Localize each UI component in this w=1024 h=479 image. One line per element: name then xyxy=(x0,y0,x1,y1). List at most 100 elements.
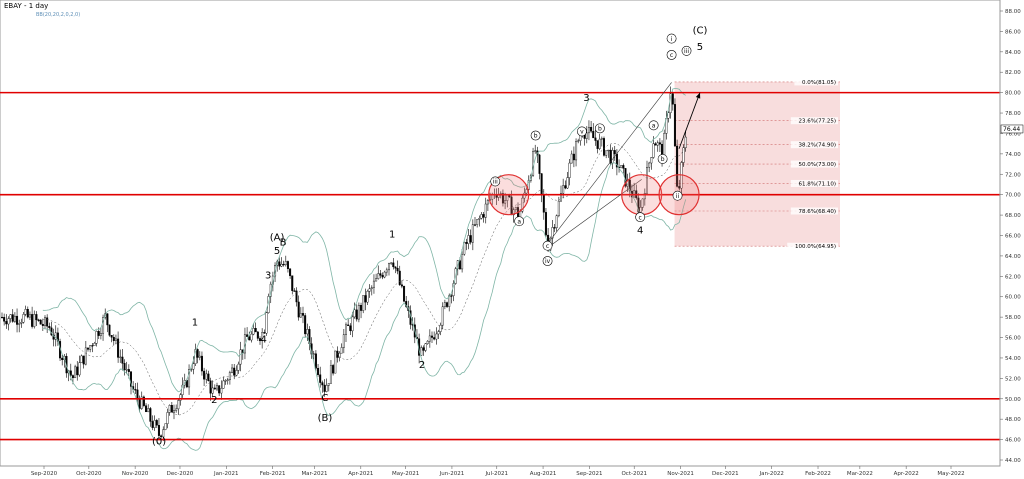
x-tick-label: Nov-2021 xyxy=(667,471,694,477)
bollinger-upper xyxy=(42,88,686,393)
candle-body xyxy=(106,313,109,326)
candle-body xyxy=(637,197,640,213)
channel-lower-line xyxy=(547,179,642,248)
x-tick-label: Aug-2021 xyxy=(530,471,557,477)
candle-body xyxy=(69,370,72,376)
y-tick-label: 44.00 xyxy=(1005,458,1021,464)
candle-body xyxy=(463,241,466,255)
candle-body xyxy=(31,314,34,327)
candle-body xyxy=(570,153,573,164)
candle-body xyxy=(639,207,642,213)
candle-body xyxy=(117,338,120,358)
candle-body xyxy=(654,143,657,146)
fib-label-bg xyxy=(790,207,838,215)
candle-body xyxy=(44,317,47,326)
candle-body xyxy=(426,340,429,344)
candle-body xyxy=(291,275,294,291)
candle-body xyxy=(306,329,309,335)
plot-frame xyxy=(0,0,1001,467)
candle-body xyxy=(231,367,234,373)
candle-body xyxy=(424,343,427,351)
candle-body xyxy=(218,385,221,394)
candle-body xyxy=(140,396,143,409)
candle-body xyxy=(600,138,603,140)
candle-body xyxy=(540,173,543,196)
candle-body xyxy=(181,384,184,395)
fib-label-bg xyxy=(790,179,838,187)
x-tick-label: Oct-2020 xyxy=(76,471,102,477)
fib-label: 50.0%(73.00) xyxy=(798,162,836,168)
candle-body xyxy=(194,349,197,364)
candle-body xyxy=(450,295,453,297)
x-tick-label: Mar-2021 xyxy=(301,471,327,477)
candle-body xyxy=(355,309,358,320)
candle-body xyxy=(514,207,517,210)
candle-body xyxy=(254,328,257,333)
circled-wave-marker xyxy=(594,123,605,134)
candle-body xyxy=(151,421,154,428)
circled-wave-label: iv xyxy=(545,258,551,265)
candle-body xyxy=(41,323,44,326)
candle-body xyxy=(224,380,227,382)
y-tick-label: 46.00 xyxy=(1005,438,1021,444)
candle-body xyxy=(671,93,674,105)
candle-body xyxy=(256,331,259,339)
wave-label: (B) xyxy=(318,413,333,424)
y-tick-label: 82.00 xyxy=(1005,70,1021,76)
candle-body xyxy=(345,324,348,335)
candle-body xyxy=(252,328,255,335)
y-tick-label: 60.00 xyxy=(1005,295,1021,301)
candle-body xyxy=(295,290,298,303)
candle-body xyxy=(684,136,687,148)
candle-body xyxy=(142,396,145,406)
wave-label: 2 xyxy=(419,360,425,371)
candle-body xyxy=(215,385,218,390)
candle-body xyxy=(203,370,206,380)
y-tick-label: 66.00 xyxy=(1005,234,1021,240)
fib-label: 23.6%(77.25) xyxy=(798,119,836,125)
candle-body xyxy=(261,332,264,342)
candle-body xyxy=(329,365,332,384)
candle-body xyxy=(458,260,461,270)
x-tick-label: Nov-2020 xyxy=(122,471,149,477)
candle-body xyxy=(160,435,163,438)
fib-label: 100.0%(64.95) xyxy=(795,244,836,250)
candle-body xyxy=(170,405,173,413)
candle-body xyxy=(441,306,444,326)
fib-label: 78.6%(68.40) xyxy=(798,209,836,215)
y-tick-label: 80.00 xyxy=(1005,91,1021,97)
y-tick-label: 76.00 xyxy=(1005,131,1021,137)
circled-wave-marker xyxy=(577,126,587,137)
candle-body xyxy=(172,410,175,413)
candle-body xyxy=(250,333,253,341)
fib-label: 61.8%(71.10) xyxy=(798,181,836,187)
candle-body xyxy=(213,387,216,390)
candle-body xyxy=(263,332,266,334)
circled-wave-label: a xyxy=(517,218,521,225)
y-tick-label: 68.00 xyxy=(1005,213,1021,219)
circled-wave-label: i xyxy=(671,36,673,43)
channel-upper-line xyxy=(547,82,672,244)
candle-body xyxy=(71,375,74,379)
candle-body xyxy=(364,295,367,303)
candle-body xyxy=(633,190,636,198)
candle-body xyxy=(353,309,356,318)
candle-body xyxy=(211,387,214,394)
wave-label: 4 xyxy=(637,225,643,236)
wave-label: 3 xyxy=(265,270,271,281)
candle-body xyxy=(26,309,29,318)
candle-body xyxy=(390,262,393,264)
fib-label-bg xyxy=(790,160,838,168)
candle-body xyxy=(235,370,238,376)
candle-body xyxy=(641,198,644,208)
y-tick-label: 88.00 xyxy=(1005,9,1021,15)
candle-body xyxy=(349,325,352,332)
candle-body xyxy=(259,338,262,342)
candle-body xyxy=(478,218,481,220)
circled-wave-marker xyxy=(672,190,683,201)
candle-body xyxy=(99,333,102,336)
circled-wave-marker xyxy=(666,49,677,60)
candle-body xyxy=(20,322,23,324)
candle-body xyxy=(282,263,285,266)
candle-body xyxy=(486,200,489,205)
